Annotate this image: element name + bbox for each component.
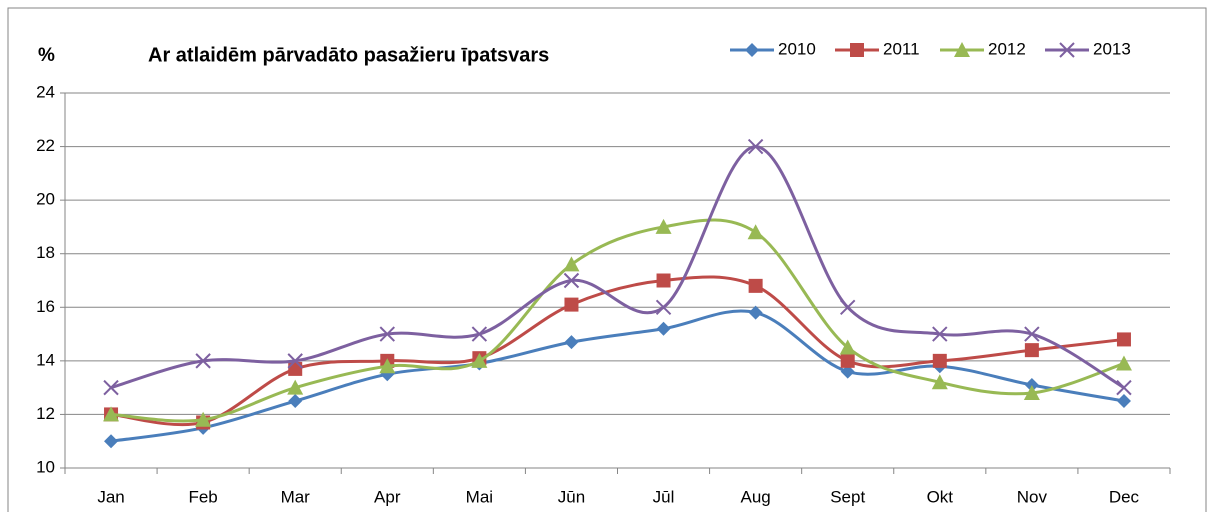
marker — [747, 138, 764, 155]
marker — [656, 273, 671, 288]
marker — [932, 326, 948, 342]
marker — [1116, 394, 1131, 409]
x-tick-label: Jan — [97, 487, 124, 506]
x-tick-label: Mai — [466, 487, 493, 506]
x-tick-label: Dec — [1109, 487, 1140, 506]
marker — [840, 299, 856, 315]
marker — [1059, 42, 1075, 58]
marker — [1115, 355, 1132, 371]
x-tick-label: Mar — [281, 487, 311, 506]
marker — [287, 353, 303, 369]
y-tick-label: 20 — [36, 190, 55, 209]
legend-label: 2010 — [778, 39, 816, 58]
marker — [932, 353, 947, 368]
marker — [655, 218, 672, 234]
marker — [288, 361, 303, 376]
line — [110, 309, 1125, 443]
x-tick-label: Aug — [741, 487, 771, 506]
marker — [563, 256, 580, 272]
marker — [103, 406, 120, 422]
marker — [747, 224, 764, 240]
marker — [840, 353, 855, 368]
marker — [379, 358, 396, 374]
legend-label: 2013 — [1093, 39, 1131, 58]
y-tick-label: 24 — [36, 82, 55, 101]
x-tick-label: Sept — [830, 487, 865, 506]
marker — [954, 42, 970, 57]
y-tick-label: 22 — [36, 136, 55, 155]
marker — [1024, 343, 1039, 358]
chart-title: Ar atlaidēm pārvadāto pasažieru īpatsvar… — [148, 44, 549, 66]
y-tick-label: 14 — [36, 350, 55, 369]
marker — [850, 43, 864, 57]
marker — [840, 364, 855, 379]
marker — [379, 326, 395, 342]
x-tick-label: Jūl — [653, 487, 675, 506]
marker — [564, 297, 579, 312]
x-tick-label: Nov — [1017, 487, 1048, 506]
marker — [564, 335, 579, 350]
marker — [748, 305, 763, 320]
marker — [748, 278, 763, 293]
marker — [1024, 326, 1040, 342]
y-tick-label: 12 — [36, 404, 55, 423]
marker — [1024, 377, 1039, 392]
marker — [745, 43, 759, 57]
marker — [471, 326, 488, 342]
y-tick-label: 10 — [36, 457, 55, 476]
y-tick-label: 18 — [36, 243, 55, 262]
marker — [103, 379, 119, 396]
x-tick-label: Jūn — [558, 487, 585, 506]
marker — [839, 339, 856, 355]
marker — [656, 321, 671, 336]
marker — [471, 352, 488, 368]
marker — [1116, 332, 1131, 347]
marker — [563, 272, 580, 289]
x-tick-label: Okt — [927, 487, 954, 506]
marker — [1116, 379, 1132, 396]
marker — [655, 299, 672, 315]
marker — [195, 353, 211, 369]
x-tick-label: Feb — [188, 487, 217, 506]
marker — [931, 374, 948, 390]
marker — [104, 434, 119, 449]
marker — [288, 394, 303, 409]
marker — [287, 379, 304, 395]
y-tick-label: 16 — [36, 297, 55, 316]
x-tick-label: Apr — [374, 487, 401, 506]
marker — [1023, 385, 1040, 400]
marker — [195, 411, 212, 427]
chart-border — [7, 7, 1207, 512]
y-axis-label: % — [38, 45, 55, 66]
legend-label: 2012 — [988, 39, 1026, 58]
legend-label: 2011 — [883, 39, 920, 58]
